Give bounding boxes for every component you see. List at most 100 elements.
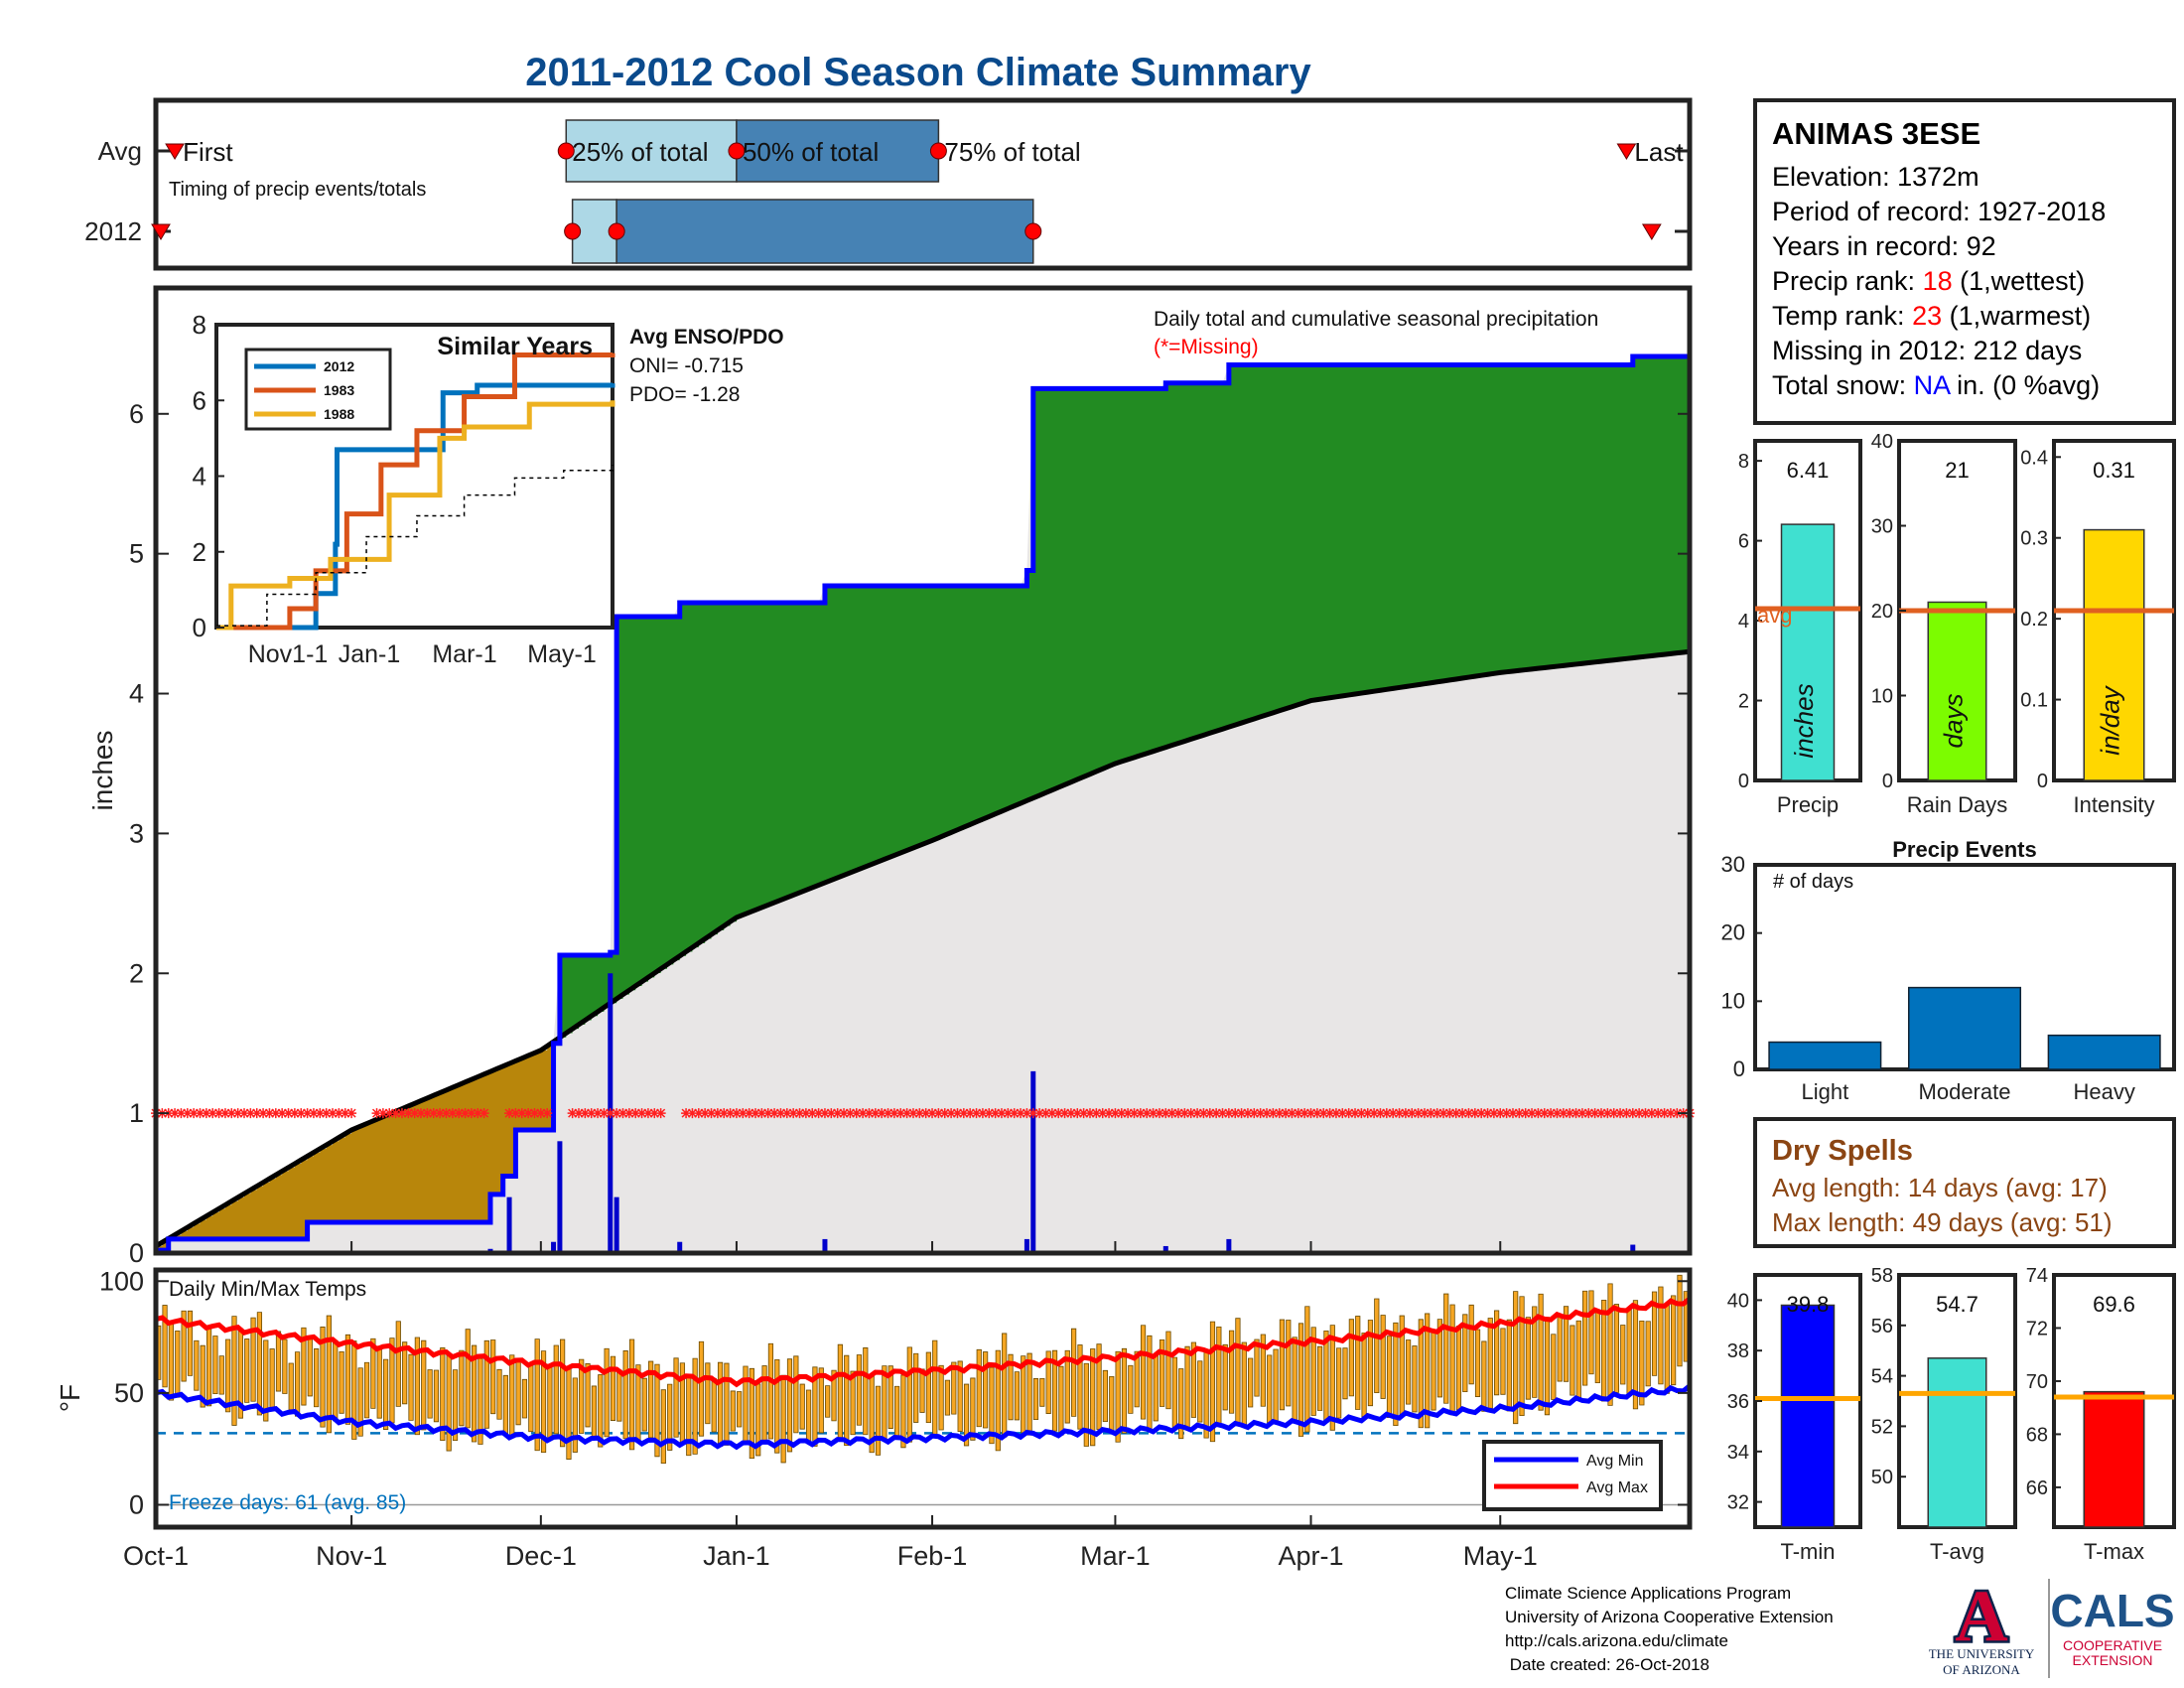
panel-y-tick-label: 38 [1727,1340,1749,1362]
season-temps-panels: 39.8 32 34 36 38 40 T-min 54.7 50 52 54 56 58 T-avg 69… [1727,1265,2176,1564]
daily-precip-bar [677,1241,683,1253]
precip-events-panel: Light Moderate Heavy 0 10 20 30 Precip Events # … [1721,837,2176,1104]
panel-y-tick-label: 32 [1727,1492,1749,1514]
event-bar-light [1768,1041,1882,1070]
station-temp-rank: Temp rank: 23 (1,warmest) [1772,301,2091,331]
panel-bar [2083,1390,2145,1528]
university-logo: A THE UNIVERSITY OF ARIZONA CALS COOPERA… [1929,1574,2175,1678]
temp-legend-box [1482,1440,1663,1511]
panel-y-tick-label: 50 [1871,1467,1893,1488]
first-label: First [183,137,233,167]
panel-bar [1780,523,1836,781]
station-precip-rank: Precip rank: 18 (1,wettest) [1772,266,2085,296]
panel-y-tick-label: 58 [1871,1265,1893,1287]
p25-marker [557,142,575,160]
below-average-fill [156,1042,560,1251]
inset-series-1983 [216,352,615,631]
x-tick-label: Nov-1 [316,1541,387,1571]
cumulative-2012-line [156,353,1690,1253]
panel-bar [1780,1304,1836,1528]
panel-y-tick-label: 10 [1871,686,1893,708]
x-tick-label: Mar-1 [1080,1541,1151,1571]
dry-spells-box: Dry Spells Avg length: 14 days (avg: 17)… [1753,1117,2176,1248]
station-period: Period of record: 1927-2018 [1772,197,2106,226]
precip-panel: 0 1 2 3 4 5 6 inches Daily total and cumulative … [87,285,1695,1268]
temp-y-tick-label: 0 [129,1489,144,1519]
last-marker [1616,143,1637,160]
last-marker [1641,223,1662,240]
cals-line2: EXTENSION [2073,1652,2153,1668]
panel-y-tick-label: 52 [1871,1416,1893,1438]
y-tick-label: 4 [129,679,144,709]
events-ylabel: # of days [1773,871,1853,893]
panel-bar [1927,1357,1987,1528]
panel-y-tick-label: 2 [1738,691,1749,713]
event-bar-heavy [2047,1034,2161,1070]
panel-y-tick-label: 72 [2026,1318,2048,1339]
temp-y-tick-label: 50 [114,1378,144,1408]
station-missing: Missing in 2012: 212 days [1772,336,2082,365]
enso-title: Avg ENSO/PDO [629,326,784,349]
panel-y-tick-label: 0 [1738,771,1749,792]
first-marker [165,143,185,160]
figure-title: 2011-2012 Cool Season Climate Summary [525,51,1311,94]
panel-category-label: T-min [1781,1539,1836,1564]
temp-panel: 0 50 100 °F Daily Min/Max Temps Freeze days: … [55,1241,1693,1571]
y-tick-label: 6 [129,399,144,429]
panel-unit-label: in/day [2096,684,2125,755]
p75-marker [929,142,947,160]
p50-label: 50% of total [743,137,879,167]
panel-bar [2083,528,2145,781]
timeline-panel: Avg First 25% of total 50% of total 75% of t… [84,97,1693,271]
panel-y-tick-label: 36 [1727,1391,1749,1413]
panel-value-label: 39.8 [1787,1292,1830,1317]
panel-unit-label: days [1939,694,1969,749]
panel-y-tick-label: 0 [1882,771,1893,792]
panel-y-tick-label: 0.3 [2020,528,2048,550]
footer-line1: Climate Science Applications Program [1505,1584,1791,1603]
avg-max-line [155,1296,1692,1388]
y-tick-label: 0 [129,1238,144,1268]
daily-precip-bar [1226,1238,1232,1253]
panel-value-label: 0.31 [2093,458,2135,483]
event-category-label: Heavy [2073,1079,2134,1104]
panel-y-tick-label: 30 [1871,516,1893,538]
legend-avg-max-label: Avg Max [1586,1479,1648,1496]
above-average-fill [559,356,1690,1038]
p25-marker [564,222,582,240]
timeline-caption: Timing of precip events/totals [169,179,426,201]
panel-avg-text: avg [1757,603,1792,628]
inset-legend-label: 2012 [324,358,354,374]
events-y-tick-label: 0 [1733,1056,1745,1081]
dry-spells-avg: Avg length: 14 days (avg: 17) [1772,1173,2108,1202]
footer: Climate Science Applications Program Uni… [1505,1574,2175,1678]
timeline-row-label: 2012 [84,216,142,246]
season-totals-panels: 6.41 0 2 4 6 8 Precip inches avg 21 0 10 20 30 40 Rain … [1738,431,2176,817]
dry-spells-title: Dry Spells [1772,1135,1913,1167]
timeline-row-label: Avg [98,136,142,166]
panel-y-tick-label: 74 [2026,1265,2048,1287]
y-tick-label: 5 [129,539,144,569]
legend-avg-min-label: Avg Min [1586,1453,1644,1470]
station-snow: Total snow: NA in. (0 %avg) [1772,370,2100,400]
panel-y-tick-label: 0 [2037,771,2048,792]
avg-min-line [155,1383,1692,1451]
inset-y-tick-label: 4 [193,462,206,492]
events-title: Precip Events [1892,837,2037,862]
p75-marker [1024,222,1042,240]
panel-y-tick-label: 54 [1871,1366,1893,1388]
y-tick-label: 1 [129,1098,144,1128]
daily-precip-bar [1162,1245,1168,1253]
daily-precip-bar [506,1196,512,1253]
event-category-label: Moderate [1919,1079,2011,1104]
daily-precip-bar [551,1241,557,1253]
events-y-tick-label: 20 [1721,920,1745,945]
inset-x-tick-label: May-1 [527,640,596,668]
enso-pdo: PDO= -1.28 [629,383,740,406]
cals-line1: COOPERATIVE [2063,1637,2162,1653]
first-marker [151,223,171,240]
y-tick-label: 2 [129,958,144,988]
panel-y-tick-label: 20 [1871,601,1893,623]
inset-y-tick-label: 6 [193,385,206,415]
